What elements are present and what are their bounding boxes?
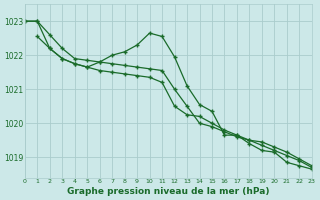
X-axis label: Graphe pression niveau de la mer (hPa): Graphe pression niveau de la mer (hPa) <box>67 187 269 196</box>
